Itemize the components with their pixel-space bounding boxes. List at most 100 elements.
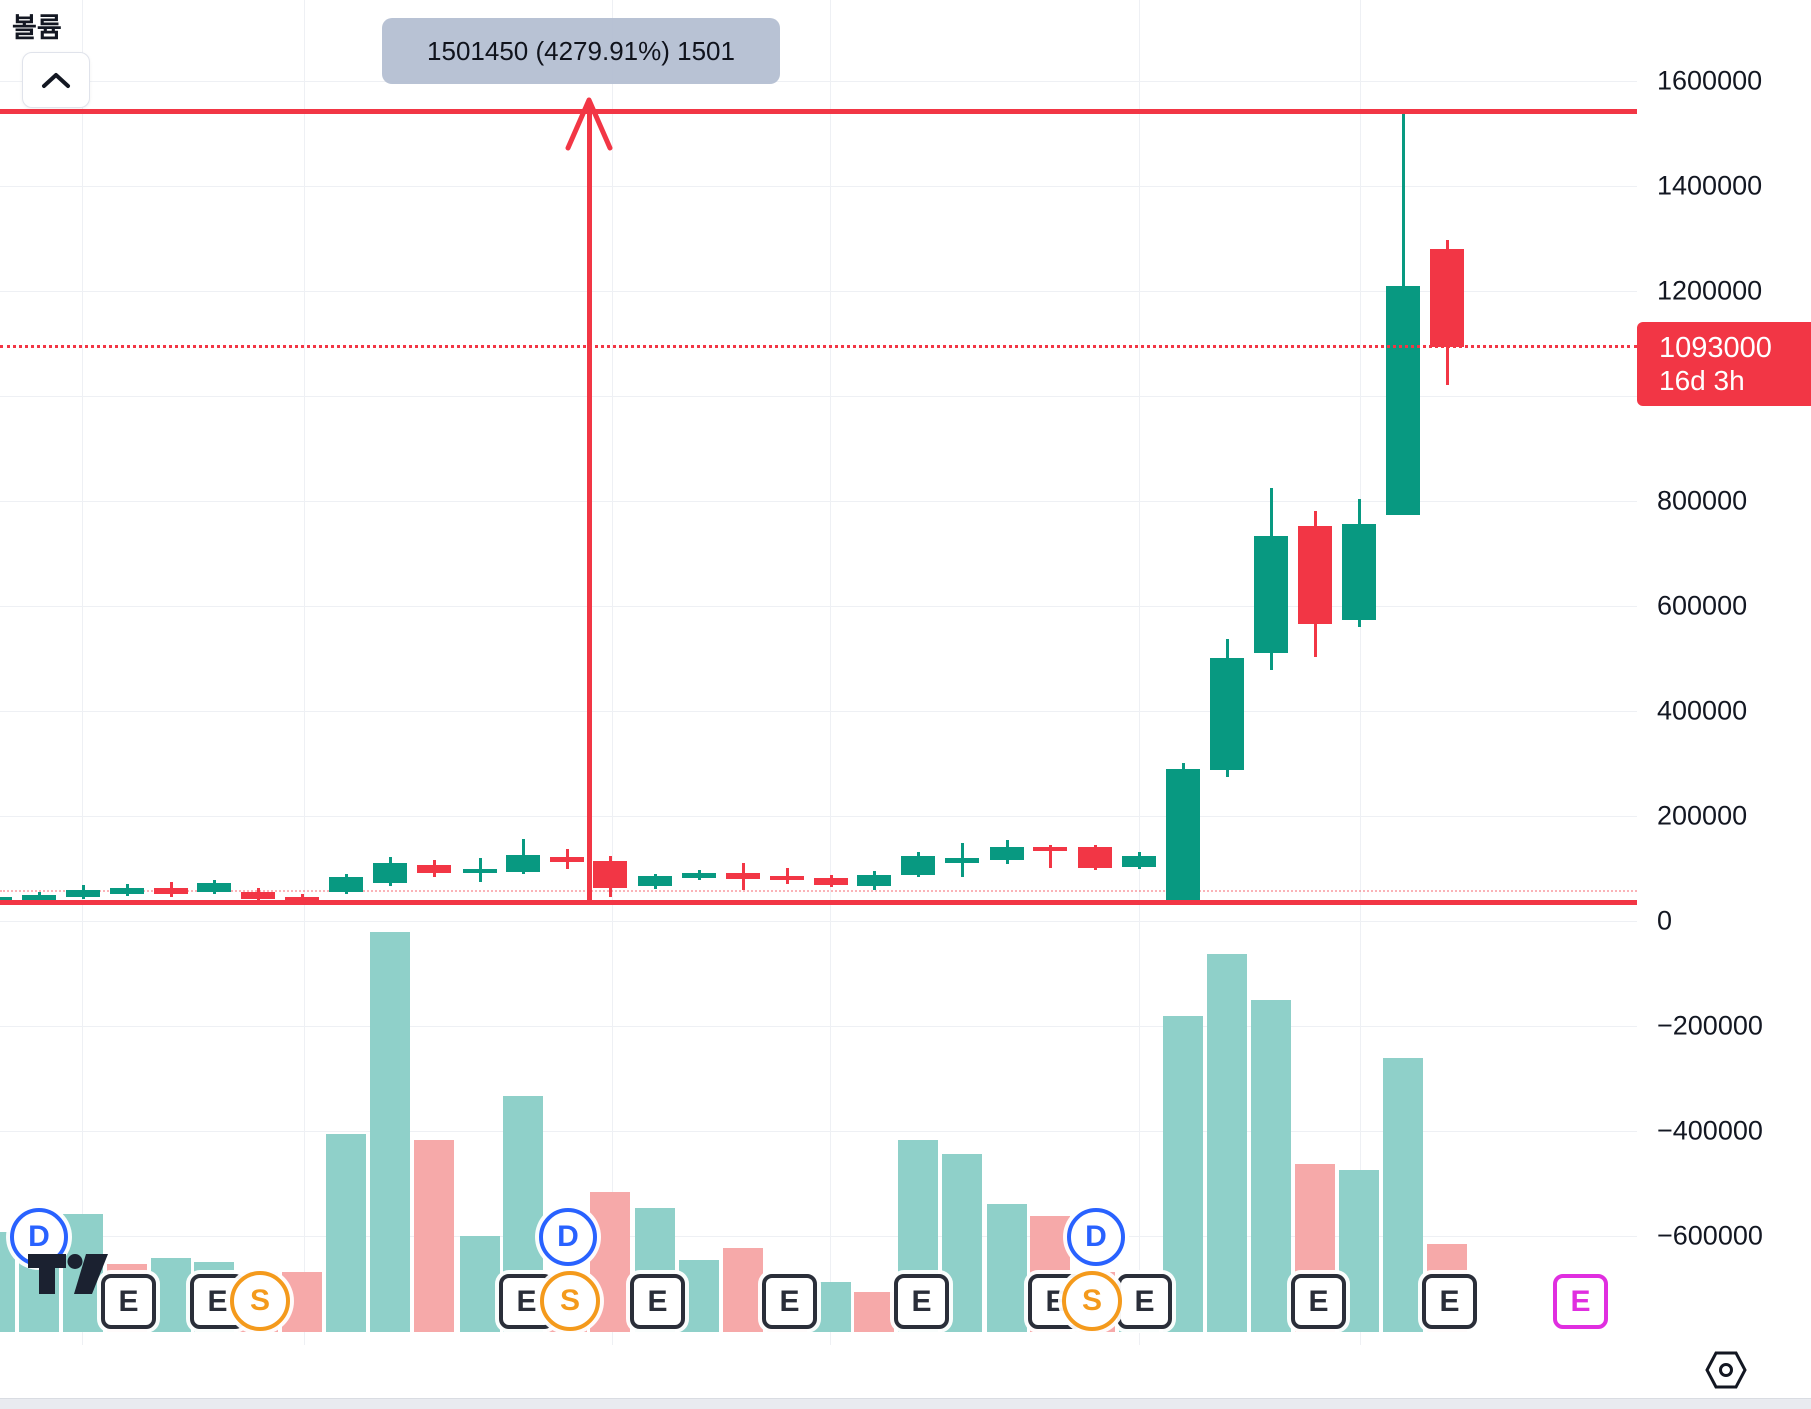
vertical-line[interactable] <box>587 103 592 902</box>
object-tree-hexagon-icon[interactable] <box>1704 1350 1748 1390</box>
bottom-toolbar-strip <box>0 1398 1811 1409</box>
candle-body <box>1254 536 1288 653</box>
split-badge[interactable]: S <box>540 1271 600 1331</box>
candle-body <box>857 874 891 886</box>
volume-bar <box>811 1282 851 1332</box>
last-price-dotted-line <box>0 345 1637 348</box>
candle-body <box>329 876 363 893</box>
candle-body <box>417 864 451 874</box>
gridline-horizontal <box>0 921 1637 922</box>
candle-body <box>1386 285 1420 516</box>
chevron-up-icon <box>42 73 70 88</box>
candle-body <box>901 855 935 875</box>
arrow-up-icon[interactable] <box>564 96 614 152</box>
volume-bar <box>326 1134 366 1332</box>
candle-body <box>22 894 56 900</box>
split-badge[interactable]: S <box>1062 1271 1122 1331</box>
gridline-vertical <box>612 0 613 1345</box>
candle-body <box>1342 524 1376 621</box>
price-tick-label: 1400000 <box>1657 170 1763 201</box>
candle-body <box>1210 657 1244 770</box>
candle-body <box>770 875 804 881</box>
gridline-horizontal <box>0 186 1637 187</box>
candle-body <box>1166 768 1200 903</box>
candle-body <box>110 887 144 895</box>
drawing-lines-layer <box>0 103 1637 905</box>
earnings-badge[interactable]: E <box>1117 1274 1172 1329</box>
gridline-horizontal <box>0 396 1637 397</box>
last-price-label: 1093000 16d 3h <box>1637 322 1811 406</box>
candle-body <box>285 896 319 903</box>
candle-body <box>241 892 275 899</box>
candle-body <box>0 896 12 904</box>
gridline-vertical <box>830 0 831 1345</box>
collapse-pane-button[interactable] <box>22 52 90 108</box>
candle-body <box>1122 855 1156 867</box>
gridline-vertical <box>304 0 305 1345</box>
price-tick-label: −600000 <box>1657 1220 1763 1251</box>
dividend-badge[interactable]: D <box>539 1208 597 1266</box>
price-tick-label: −400000 <box>1657 1115 1763 1146</box>
resistance-line[interactable] <box>0 109 1637 114</box>
candle-body <box>1298 526 1332 624</box>
price-tick-label: 0 <box>1657 905 1673 936</box>
gridline-horizontal <box>0 606 1637 607</box>
volume-bar <box>987 1204 1027 1332</box>
candle-body <box>197 883 231 893</box>
price-tick-label: 600000 <box>1657 590 1748 621</box>
gridline-horizontal <box>0 291 1637 292</box>
gridline-horizontal <box>0 816 1637 817</box>
candle-body <box>506 854 540 873</box>
gridline-horizontal <box>0 81 1637 82</box>
earnings-badge-upcoming[interactable]: E <box>1553 1274 1608 1329</box>
volume-bar <box>679 1260 719 1332</box>
volume-bar <box>854 1292 894 1332</box>
candle-body <box>726 873 760 879</box>
earnings-badge[interactable]: E <box>762 1274 817 1329</box>
candle-body <box>990 846 1024 861</box>
volume-bar <box>0 1232 15 1332</box>
volume-bar <box>460 1236 500 1332</box>
bar-countdown: 16d 3h <box>1659 364 1745 396</box>
volume-bar <box>723 1248 763 1332</box>
price-tick-label: −200000 <box>1657 1010 1763 1041</box>
candle-body <box>373 863 407 884</box>
earnings-badge[interactable]: E <box>101 1274 156 1329</box>
split-badge[interactable]: S <box>230 1271 290 1331</box>
volume-bar <box>1207 954 1247 1332</box>
drawing-tooltip: 1501450 (4279.91%) 1501 <box>382 18 780 84</box>
volume-pane-label: 볼륨 <box>12 13 62 43</box>
earnings-badge[interactable]: E <box>1291 1274 1346 1329</box>
gridline-vertical <box>1139 0 1140 1345</box>
candle-body <box>463 869 497 874</box>
candle-body <box>1430 249 1464 348</box>
candle-body <box>1078 846 1112 868</box>
volume-bar <box>370 932 410 1332</box>
candle-wick <box>1048 844 1052 868</box>
volume-bar <box>1251 1000 1291 1332</box>
price-tick-label: 1600000 <box>1657 65 1763 96</box>
price-scale[interactable]: 1600000 1400000 1200000 800000 600000 400000 2… <box>1637 0 1811 1398</box>
gridline-horizontal <box>0 1131 1637 1132</box>
volume-bar <box>151 1258 191 1332</box>
price-tick-label: 200000 <box>1657 800 1748 831</box>
level-dotted-line <box>0 890 1637 892</box>
dividend-badge[interactable]: D <box>1067 1208 1125 1266</box>
earnings-badge[interactable]: E <box>894 1274 949 1329</box>
candle-body <box>66 890 100 897</box>
candle-body <box>154 887 188 895</box>
candle-body <box>1033 846 1067 852</box>
gridline-horizontal <box>0 501 1637 502</box>
volume-bar <box>1383 1058 1423 1332</box>
support-line[interactable] <box>0 900 1637 905</box>
candle-body <box>638 875 672 887</box>
gridline-vertical <box>1360 0 1361 1345</box>
tradingview-logo-icon[interactable] <box>28 1252 112 1298</box>
candle-body <box>945 858 979 864</box>
earnings-badge[interactable]: E <box>1422 1274 1477 1329</box>
gridline-horizontal <box>0 1026 1637 1027</box>
earnings-badge[interactable]: E <box>630 1274 685 1329</box>
last-price-value: 1093000 <box>1659 331 1772 364</box>
